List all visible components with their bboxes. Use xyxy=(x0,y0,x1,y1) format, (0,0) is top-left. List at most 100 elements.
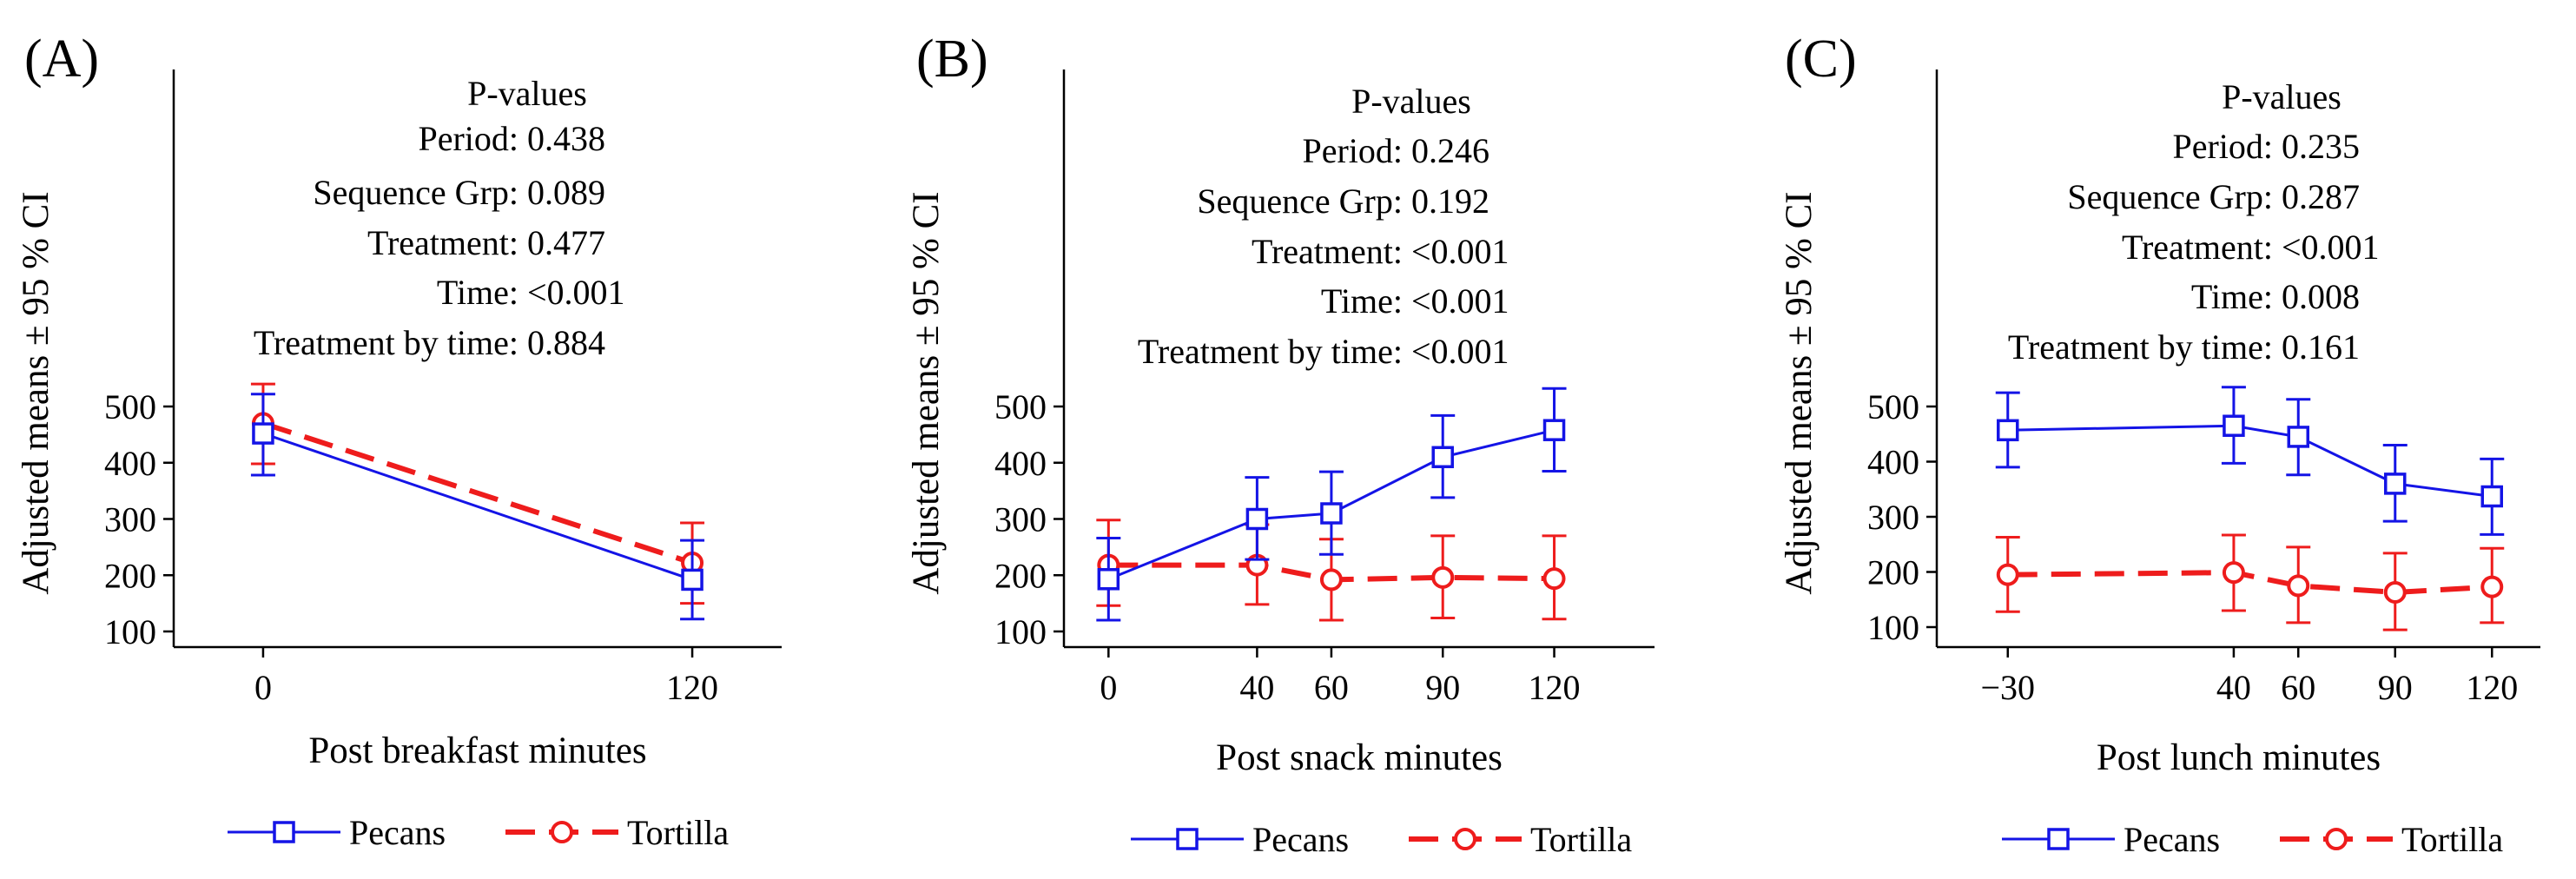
y-tick-label: 400 xyxy=(1867,443,1919,482)
x-tick-label: 90 xyxy=(2378,668,2413,707)
y-tick-label: 500 xyxy=(1867,387,1919,426)
pvalue-value: 0.161 xyxy=(2282,327,2360,367)
pvalue-value: <0.001 xyxy=(1411,281,1509,321)
data-point xyxy=(1320,502,1343,525)
panel-label: (B) xyxy=(916,30,988,89)
legend: Pecans Tortilla xyxy=(228,813,729,852)
data-point xyxy=(1319,568,1343,592)
x-axis-label: Post snack minutes xyxy=(1216,737,1503,778)
y-tick-label: 400 xyxy=(994,444,1047,483)
legend-marker xyxy=(551,821,573,843)
legend-label: Tortilla xyxy=(2401,820,2503,859)
series-line xyxy=(262,420,693,565)
y-tick-label: 300 xyxy=(104,500,156,539)
x-tick-label: 40 xyxy=(2216,668,2251,707)
series-tortilla xyxy=(250,382,705,605)
y-tick-label: 300 xyxy=(994,500,1047,539)
data-point xyxy=(252,422,274,445)
data-point xyxy=(2287,426,2310,448)
x-tick-label: 120 xyxy=(2466,668,2518,707)
pvalue-value: <0.001 xyxy=(2282,228,2380,267)
data-point xyxy=(1431,446,1454,469)
pvalue-label: Period: xyxy=(418,119,519,158)
x-tick-label: −30 xyxy=(1980,668,2035,707)
x-tick-label: 120 xyxy=(666,668,718,707)
pvalue-label: Time: xyxy=(437,273,519,312)
pvalue-label: Sequence Grp: xyxy=(2067,177,2273,216)
data-point xyxy=(681,568,703,592)
pvalue-value: 0.008 xyxy=(2282,277,2360,316)
data-point xyxy=(1542,419,1566,441)
legend-item-tortilla: Tortilla xyxy=(505,813,729,852)
legend-item-tortilla: Tortilla xyxy=(2280,820,2503,859)
pvalue-value: 0.477 xyxy=(527,223,605,262)
pvalue-label: Treatment by time: xyxy=(2008,327,2273,367)
y-tick-label: 100 xyxy=(1867,608,1919,647)
x-tick-label: 90 xyxy=(1425,668,1460,707)
x-axis-label: Post lunch minutes xyxy=(2097,737,2381,778)
y-tick-label: 500 xyxy=(994,387,1047,426)
pvalue-value: 0.438 xyxy=(527,119,605,158)
x-tick-label: 60 xyxy=(2281,668,2315,707)
data-point xyxy=(1997,419,2019,442)
x-tick-label: 0 xyxy=(1100,668,1117,707)
legend-marker xyxy=(2325,828,2348,850)
legend-item-pecans: Pecans xyxy=(228,813,446,852)
legend-marker xyxy=(273,821,295,843)
series-pecans xyxy=(1995,386,2505,536)
y-axis-label: Adjusted means ± 95 % CI xyxy=(16,191,56,594)
data-point xyxy=(1097,568,1120,591)
data-point xyxy=(2480,485,2504,508)
legend-item-pecans: Pecans xyxy=(2002,820,2220,859)
chart-panel-1: (A) 100 200 300 400 500 0 120 Adjusted means ± 9… xyxy=(16,30,782,852)
data-point xyxy=(2223,414,2245,437)
pvalue-value: 0.089 xyxy=(527,173,605,212)
y-tick-label: 100 xyxy=(104,612,156,651)
legend: Pecans Tortilla xyxy=(1131,820,1632,859)
pvalue-label: Treatment: xyxy=(2122,228,2273,267)
legend-label: Pecans xyxy=(1252,820,1349,859)
series-pecans xyxy=(1096,387,1567,622)
x-tick-label: 40 xyxy=(1239,668,1274,707)
legend-item-tortilla: Tortilla xyxy=(1409,820,1632,859)
pvalue-label: Time: xyxy=(1321,281,1403,321)
legend-marker xyxy=(2047,828,2070,850)
legend-marker xyxy=(1454,828,1476,850)
data-point xyxy=(2287,574,2310,598)
y-tick-label: 200 xyxy=(994,556,1047,595)
legend-label: Pecans xyxy=(2124,820,2220,859)
data-point xyxy=(1245,507,1269,531)
pvalue-label: Sequence Grp: xyxy=(313,173,519,212)
y-axis-label: Adjusted means ± 95 % CI xyxy=(906,191,947,594)
legend-marker xyxy=(1176,828,1199,850)
y-tick-label: 500 xyxy=(104,387,156,426)
series-pecans xyxy=(250,393,705,621)
x-tick-label: 60 xyxy=(1314,668,1349,707)
pvalue-value: 0.235 xyxy=(2282,127,2360,166)
series-tortilla xyxy=(1096,519,1567,622)
chart-panel-3: (C) 100 200 300 400 500 −30 40 60 90 120 Adjusted m… xyxy=(1779,30,2540,859)
x-tick-label: 0 xyxy=(254,668,272,707)
series-line xyxy=(262,432,693,581)
pvalue-value: 0.287 xyxy=(2282,177,2360,216)
pvalue-value: 0.884 xyxy=(527,323,605,362)
pvalue-value: <0.001 xyxy=(1411,332,1509,371)
legend: Pecans Tortilla xyxy=(2002,820,2503,859)
pvalue-value: 0.192 xyxy=(1411,182,1489,221)
data-point xyxy=(2222,561,2245,585)
panel-label: (A) xyxy=(24,30,99,89)
pvalues-title: P-values xyxy=(467,74,587,113)
pvalues-title: P-values xyxy=(1351,82,1471,121)
pvalue-label: Sequence Grp: xyxy=(1197,182,1403,221)
legend-item-pecans: Pecans xyxy=(1131,820,1349,859)
series-tortilla xyxy=(1995,533,2505,631)
pvalue-label: Time: xyxy=(2191,277,2273,316)
legend-label: Tortilla xyxy=(627,813,729,852)
y-tick-label: 200 xyxy=(1867,553,1919,592)
chart-panel-2: (B) 100 200 300 400 500 0 40 60 90 120 Adjusted mea… xyxy=(906,30,1655,859)
data-point xyxy=(1542,567,1566,591)
y-tick-label: 100 xyxy=(994,612,1047,651)
panel-label: (C) xyxy=(1785,30,1857,89)
data-point xyxy=(1996,563,2019,586)
